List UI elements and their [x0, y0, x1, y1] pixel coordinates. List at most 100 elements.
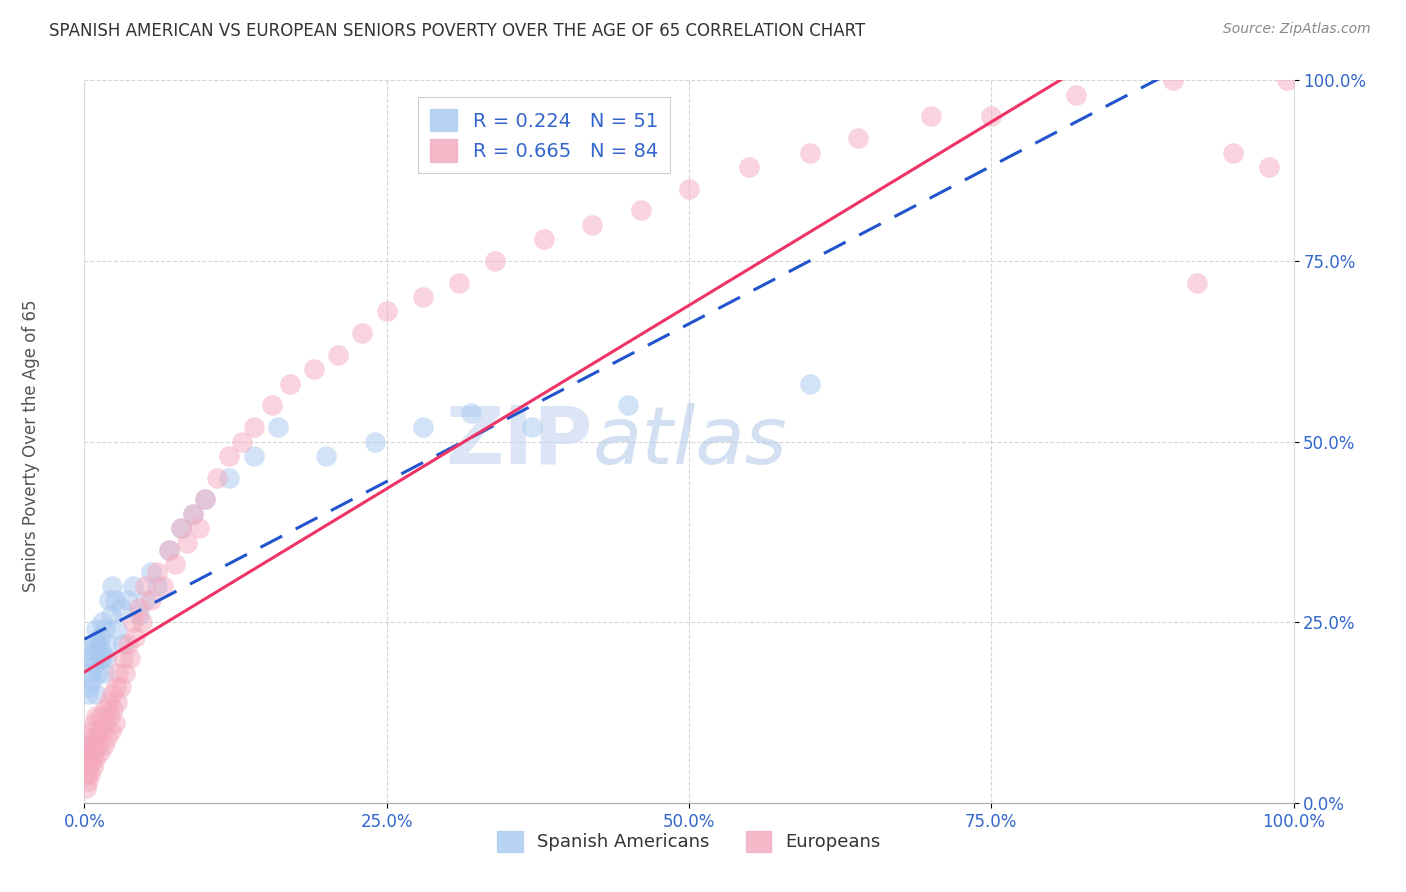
Point: [581, 218, 603, 232]
Point: [131, 615, 153, 630]
Point: [76, 738, 98, 752]
Point: [121, 579, 143, 593]
Point: [83, 658, 105, 673]
Point: [114, 665, 136, 680]
Point: [79, 651, 101, 665]
Point: [134, 579, 156, 593]
Point: [533, 232, 555, 246]
Point: [302, 362, 325, 376]
Point: [260, 398, 283, 412]
Point: [352, 326, 374, 340]
Point: [98, 709, 121, 723]
Point: [91, 615, 114, 630]
Point: [97, 593, 120, 607]
Point: [80, 723, 103, 738]
Point: [1277, 73, 1299, 87]
Point: [86, 709, 108, 723]
Text: atlas: atlas: [592, 402, 787, 481]
Point: [80, 752, 103, 766]
Point: [93, 665, 115, 680]
Point: [194, 492, 217, 507]
Point: [105, 695, 128, 709]
Point: [83, 644, 105, 658]
Point: [617, 398, 640, 412]
Point: [1258, 160, 1281, 174]
Point: [105, 623, 128, 637]
Point: [77, 738, 100, 752]
Point: [89, 745, 111, 759]
Point: [328, 348, 350, 362]
Point: [86, 731, 108, 745]
Point: [157, 542, 180, 557]
Point: [194, 492, 217, 507]
Point: [103, 702, 125, 716]
Point: [77, 745, 100, 759]
Point: [89, 651, 111, 665]
Point: [188, 521, 211, 535]
Point: [1161, 73, 1184, 87]
Point: [82, 760, 104, 774]
Point: [94, 651, 117, 665]
Point: [82, 738, 104, 752]
Point: [1222, 145, 1244, 160]
Point: [375, 304, 398, 318]
Point: [83, 716, 105, 731]
Point: [157, 542, 180, 557]
Point: [76, 752, 98, 766]
Point: [121, 615, 143, 630]
Point: [79, 767, 101, 781]
Point: [139, 593, 162, 607]
Point: [134, 593, 156, 607]
Point: [678, 182, 700, 196]
Point: [112, 637, 135, 651]
Point: [117, 637, 139, 651]
Point: [83, 745, 105, 759]
Legend: Spanish Americans, Europeans: Spanish Americans, Europeans: [491, 823, 887, 859]
Point: [86, 665, 108, 680]
Point: [84, 752, 107, 766]
Point: [267, 420, 290, 434]
Point: [91, 723, 114, 738]
Point: [87, 637, 110, 651]
Point: [412, 290, 434, 304]
Point: [87, 723, 110, 738]
Text: Seniors Poverty Over the Age of 65: Seniors Poverty Over the Age of 65: [22, 300, 39, 592]
Point: [176, 535, 198, 549]
Point: [82, 637, 104, 651]
Point: [97, 695, 120, 709]
Point: [218, 470, 240, 484]
Point: [104, 593, 127, 607]
Point: [242, 449, 264, 463]
Point: [146, 579, 169, 593]
Point: [86, 738, 108, 752]
Point: [107, 665, 129, 680]
Point: [101, 687, 124, 701]
Point: [170, 521, 193, 535]
Point: [920, 110, 942, 124]
Text: ZIP: ZIP: [444, 402, 592, 481]
Point: [110, 600, 132, 615]
Point: [94, 716, 117, 731]
Point: [94, 623, 117, 637]
Point: [93, 738, 115, 752]
Point: [82, 651, 104, 665]
Point: [79, 665, 101, 680]
Point: [94, 702, 117, 716]
Point: [484, 253, 506, 268]
Point: [799, 376, 821, 391]
Point: [520, 420, 543, 434]
Point: [231, 434, 253, 449]
Point: [77, 774, 100, 789]
Point: [449, 276, 471, 290]
Point: [91, 651, 114, 665]
Point: [1185, 276, 1208, 290]
Point: [170, 521, 193, 535]
Point: [980, 110, 1002, 124]
Point: [181, 507, 204, 521]
Point: [77, 687, 100, 701]
Point: [363, 434, 385, 449]
Point: [90, 644, 112, 658]
Point: [846, 131, 869, 145]
Point: [79, 731, 101, 745]
Point: [146, 565, 169, 579]
